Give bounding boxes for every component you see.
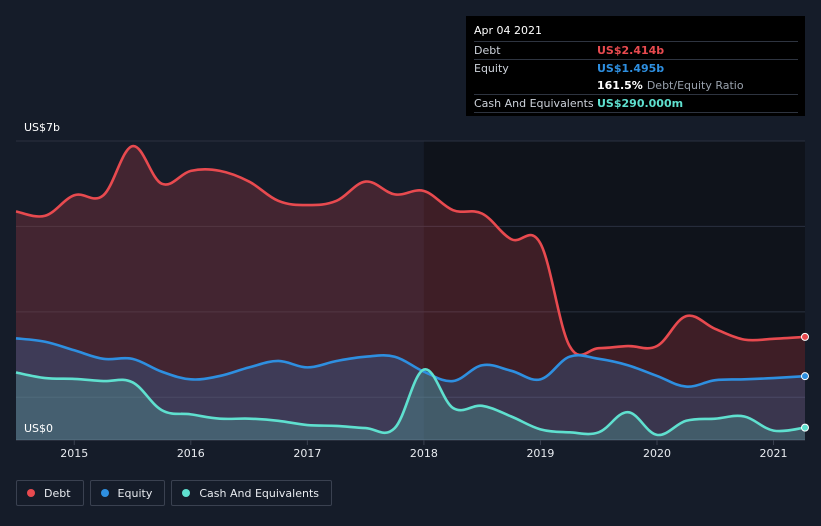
legend-item-equity[interactable]: Equity [89, 480, 166, 506]
tooltip-cash-value: US$290.000m [597, 97, 684, 110]
x-tick-label: 2019 [526, 447, 554, 460]
highlight-region [423, 141, 805, 440]
x-tick-label: 2018 [410, 447, 438, 460]
marker-cash [801, 423, 809, 432]
tooltip-ratio-label: Debt/Equity Ratio [646, 79, 744, 92]
tooltip-cash-label: Cash And Equivalents [474, 97, 594, 110]
data-tooltip: Apr 04 2021 Debt US$2.414b Equity US$1.4… [466, 16, 805, 116]
tooltip-debt-value: US$2.414b [597, 44, 665, 57]
line-equity [15, 337, 806, 388]
legend-item-debt[interactable]: Debt [16, 480, 84, 506]
legend-dot-debt [27, 489, 35, 497]
tooltip-debt-row: Debt US$2.414b [474, 42, 798, 60]
series-areas [16, 146, 805, 441]
marker-equity [801, 372, 809, 381]
x-axis-ticks: 2015 2016 2017 2018 2019 2020 2021 [60, 440, 788, 460]
tooltip-equity-value: US$1.495b [597, 62, 665, 75]
legend-item-cash[interactable]: Cash And Equivalents [171, 480, 332, 506]
tooltip-ratio-value: 161.5% [597, 79, 643, 92]
legend-label-equity: Equity [117, 486, 153, 500]
tooltip-date: Apr 04 2021 [474, 24, 798, 42]
area-debt [16, 146, 805, 441]
chart-legend: Debt Equity Cash And Equivalents [16, 480, 332, 506]
y-axis-bottom-label: US$0 [24, 422, 54, 435]
end-markers [801, 332, 809, 432]
tooltip-ratio-spacer [474, 77, 597, 94]
line-debt [15, 144, 806, 357]
marker-debt [801, 332, 809, 341]
area-equity [16, 338, 805, 440]
legend-dot-equity [100, 489, 109, 497]
tooltip-debt-label: Debt [474, 44, 501, 57]
x-tick-label: 2021 [760, 447, 788, 460]
x-tick-label: 2020 [643, 447, 671, 460]
series-lines [15, 144, 806, 437]
area-cash [16, 369, 805, 440]
y-axis-top-label: US$7b [24, 121, 61, 134]
x-tick-label: 2015 [60, 447, 88, 460]
legend-dot-cash [182, 489, 191, 497]
legend-label-debt: Debt [44, 486, 71, 500]
x-tick-label: 2016 [177, 447, 205, 460]
tooltip-equity-label: Equity [474, 62, 509, 75]
legend-label-cash: Cash And Equivalents [199, 486, 319, 500]
line-cash [15, 368, 806, 437]
tooltip-ratio-row: 161.5% Debt/Equity Ratio [474, 77, 798, 95]
tooltip-equity-row: Equity US$1.495b [474, 60, 798, 77]
x-tick-label: 2017 [293, 447, 321, 460]
tooltip-cash-row: Cash And Equivalents US$290.000m [474, 95, 798, 113]
